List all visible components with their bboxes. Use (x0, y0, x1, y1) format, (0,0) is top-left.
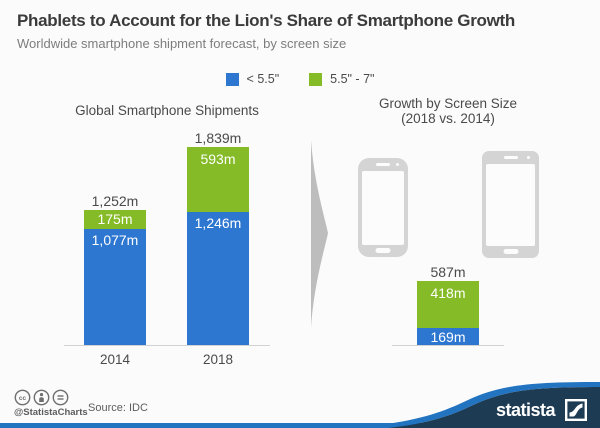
phone-screen (486, 164, 535, 246)
growth-bar-green-label: 418m (430, 285, 466, 301)
left-chart-axis (64, 345, 270, 346)
phone-speaker (503, 156, 518, 159)
statista-logo-mark-icon (565, 399, 587, 421)
legend-label-green: 5.5" - 7" (330, 72, 375, 86)
statista-logo-text: statista (496, 400, 556, 420)
phone-screen (362, 171, 404, 245)
cc-license-icon: cc (14, 389, 31, 406)
bar-2018-green-label: 593m (200, 151, 236, 167)
statista-brand-wave (370, 382, 600, 428)
growth-bar-blue-segment (417, 328, 479, 346)
x-label-2018: 2018 (202, 352, 234, 367)
page-subtitle: Worldwide smartphone shipment forecast, … (17, 36, 347, 51)
bar-2014-blue-segment (84, 229, 146, 346)
bar-2014-green-segment (84, 210, 146, 229)
right-chart-axis (392, 345, 504, 346)
growth-bar-blue-label: 169m (430, 329, 466, 345)
large-phone-icon (482, 151, 539, 258)
legend-swatch-blue (225, 72, 239, 86)
left-chart-title: Global Smartphone Shipments (75, 103, 259, 118)
phone-speaker (376, 163, 390, 166)
legend-label-blue: < 5.5" (246, 72, 280, 86)
legend-item-green: 5.5" - 7" (309, 72, 374, 86)
legend: < 5.5" 5.5" - 7" (0, 72, 600, 86)
phone-home-button (375, 248, 391, 253)
bar-2018-total-label: 1,839m (194, 130, 242, 146)
statista-charts-handle: @StatistaCharts (14, 407, 88, 418)
phone-camera (527, 156, 530, 159)
cc-attribution-icon (33, 389, 50, 406)
legend-swatch-green (309, 72, 323, 86)
creative-commons-icons: cc (14, 389, 71, 406)
svg-text:cc: cc (19, 395, 27, 402)
x-label-2014: 2014 (99, 352, 131, 367)
bar-2014-green-label: 175m (97, 211, 133, 227)
right-chart-title-line1: Growth by Screen Size (378, 96, 518, 111)
growth-arrow-icon (311, 140, 328, 328)
bar-2018-blue-label: 1,246m (194, 215, 242, 231)
bar-2018-blue-segment (187, 212, 249, 346)
page-title: Phablets to Account for the Lion's Share… (17, 11, 515, 30)
legend-item-blue: < 5.5" (225, 72, 280, 86)
right-chart-title-line2: (2018 vs. 2014) (401, 111, 495, 126)
bar-2014-blue-label: 1,077m (91, 232, 139, 248)
small-phone-icon (358, 158, 408, 257)
phone-camera (396, 163, 399, 166)
growth-bar-total-label: 587m (430, 264, 466, 280)
bar-2018-green-segment (187, 147, 249, 212)
bar-2014-total-label: 1,252m (91, 193, 139, 209)
phone-home-button (503, 249, 518, 254)
cc-nd-icon (52, 389, 69, 406)
bottom-accent-stripe (0, 423, 600, 428)
growth-bar-green-segment (417, 281, 479, 328)
source-label: Source: IDC (88, 402, 148, 414)
